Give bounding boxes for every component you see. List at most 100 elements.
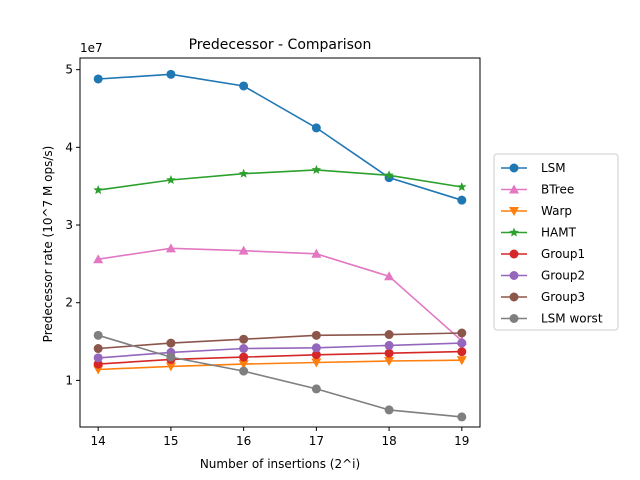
data-point: [166, 175, 176, 184]
data-point: [457, 195, 467, 205]
data-point: [311, 358, 322, 368]
series-group3: [93, 328, 467, 354]
series-line: [97, 334, 462, 418]
x-tick-label: 16: [236, 434, 251, 448]
series-line: [98, 247, 463, 342]
data-point: [384, 348, 394, 358]
legend: LSM BTree Warp HAMT Group1 Group2 Group3 LSM wo…: [493, 153, 619, 331]
data-point: [384, 340, 394, 350]
legend-label: Group3: [541, 290, 585, 304]
data-point: [238, 360, 249, 370]
data-point: [311, 330, 321, 340]
legend-marker: [509, 292, 519, 302]
plot-frame: [79, 57, 481, 428]
legend-label: LSM: [541, 161, 566, 175]
legend-label: Group1: [541, 247, 585, 261]
data-point: [311, 350, 321, 360]
chart-title: Predecessor - Comparison: [189, 37, 372, 53]
data-point: [239, 344, 249, 354]
x-tick-label: 19: [454, 434, 469, 448]
data-point: [384, 405, 394, 415]
legend-label: BTree: [541, 183, 574, 197]
data-point: [165, 362, 176, 372]
data-point: [239, 334, 249, 344]
legend-marker: [509, 314, 519, 323]
data-point: [457, 328, 467, 338]
y-tick-label: 4: [65, 140, 73, 154]
y-tick-label: 5: [65, 63, 73, 77]
data-point: [93, 74, 103, 84]
data-point: [384, 271, 395, 281]
data-point: [384, 330, 394, 340]
data-point: [457, 338, 467, 348]
legend-item: Group2: [501, 269, 585, 283]
legend-marker: [509, 271, 519, 280]
plot-area: [79, 57, 481, 428]
legend-label: LSM worst: [541, 312, 603, 326]
legend-item: Group1: [501, 247, 585, 261]
series-line: [98, 169, 462, 191]
data-point: [311, 164, 322, 174]
data-point: [93, 185, 103, 195]
data-point: [93, 330, 103, 340]
x-tick-label: 15: [163, 434, 178, 448]
legend-label: Group2: [541, 269, 585, 283]
x-axis: 14 15 16 17 18 19: [91, 427, 469, 448]
data-point: [384, 170, 394, 180]
data-point: [166, 338, 176, 348]
y-offset-label: 1e7: [80, 41, 103, 55]
data-point: [384, 356, 395, 366]
y-tick-label: 1: [65, 373, 73, 387]
data-point: [239, 366, 249, 376]
data-point: [166, 69, 176, 79]
legend-item: Group3: [501, 290, 585, 304]
series-lsm-worst: [93, 330, 467, 422]
y-axis: 1 2 3 4 5: [65, 63, 80, 387]
legend-item: HAMT: [501, 226, 577, 240]
data-point: [311, 248, 322, 258]
legend-label: Warp: [541, 204, 572, 218]
x-tick-label: 14: [91, 434, 106, 448]
legend-marker: [509, 207, 519, 216]
data-point: [457, 412, 467, 422]
x-tick-label: 17: [309, 434, 324, 448]
legend-marker: [509, 249, 519, 259]
data-point: [457, 182, 467, 191]
series-lsm: [93, 69, 467, 205]
legend-marker: [509, 184, 519, 194]
legend-label: HAMT: [541, 226, 577, 240]
data-point: [457, 347, 467, 357]
data-point: [239, 81, 249, 91]
series-line: [98, 350, 462, 365]
data-point: [311, 123, 321, 133]
data-point: [93, 359, 103, 369]
data-point: [93, 344, 103, 354]
y-axis-label: Predecessor rate (10^7 M ops/s): [41, 146, 55, 343]
data-point: [456, 356, 467, 366]
data-point: [166, 352, 176, 362]
legend-item: LSM worst: [501, 312, 603, 326]
legend-item: LSM: [501, 161, 566, 175]
x-axis-label: Number of insertions (2^i): [200, 457, 360, 471]
series-line: [98, 359, 462, 371]
data-point: [93, 353, 103, 363]
data-point: [239, 352, 249, 362]
legend-frame: [493, 153, 619, 331]
data-point: [238, 168, 249, 178]
data-point: [311, 343, 321, 353]
data-point: [165, 243, 176, 253]
y-tick-label: 2: [65, 296, 73, 310]
y-tick-label: 3: [65, 218, 73, 232]
series-line: [98, 332, 462, 350]
legend-marker: [509, 163, 519, 173]
legend-item: Warp: [501, 204, 572, 218]
data-point: [93, 254, 104, 264]
x-tick-label: 18: [381, 434, 396, 448]
series-layer: [93, 69, 467, 422]
data-point: [238, 245, 249, 255]
legend-marker: [509, 227, 519, 237]
data-point: [311, 384, 321, 394]
series-line: [98, 73, 463, 201]
series-hamt: [93, 164, 467, 195]
